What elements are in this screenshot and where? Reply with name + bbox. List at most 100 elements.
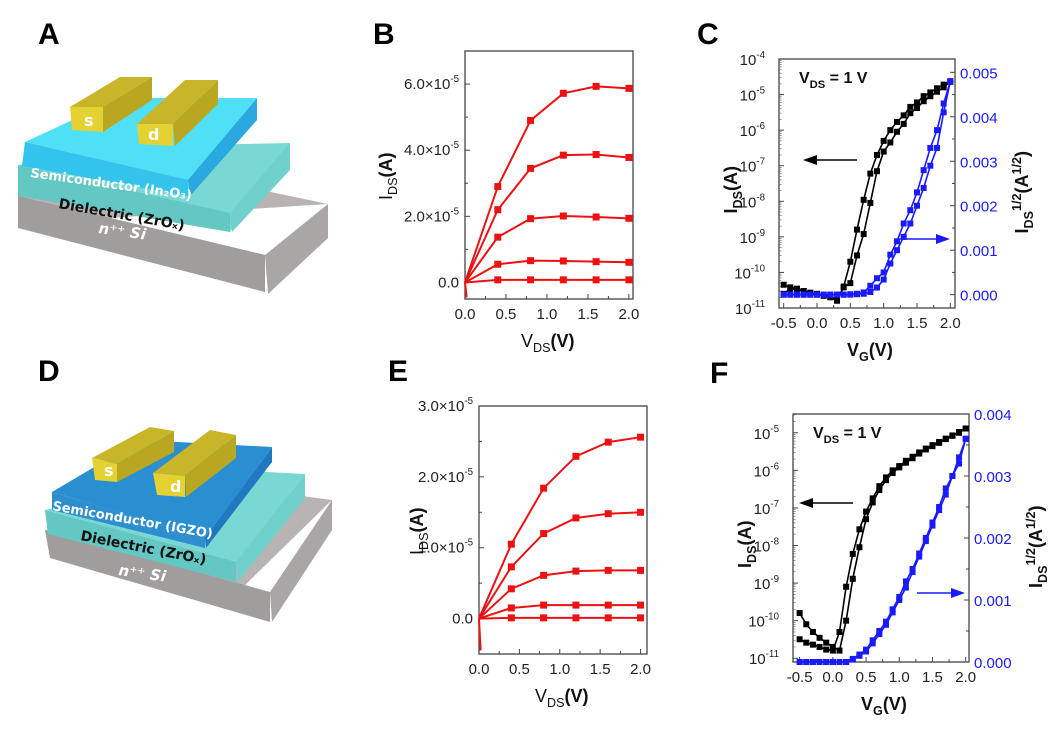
data-point — [829, 659, 836, 665]
y-left-tick-label: 10-6 — [754, 461, 779, 480]
data-point — [800, 291, 807, 298]
left-arrow-icon — [799, 498, 813, 508]
x-tick-label: 2.0 — [630, 661, 651, 678]
data-point — [559, 257, 567, 265]
panel-label-d: D — [38, 355, 60, 388]
data-point — [874, 275, 880, 282]
data-point — [604, 601, 612, 609]
panel-label-f: F — [710, 357, 729, 390]
data-point — [840, 284, 847, 291]
y-right-tick-label: 0.004 — [974, 407, 1012, 424]
data-point — [907, 103, 914, 110]
data-point — [927, 162, 934, 169]
y-left-tick-label: 10-4 — [740, 50, 766, 69]
data-point — [827, 291, 834, 298]
right-arrow-icon — [936, 234, 950, 244]
data-point — [637, 508, 645, 516]
data-point — [637, 566, 645, 574]
semiconductor-side — [188, 98, 257, 196]
x-axis-title: VG(V) — [861, 694, 907, 718]
device-diagram-d: s d Semiconductor (IGZO) Dielectric (ZrO… — [45, 427, 332, 622]
data-point — [956, 460, 963, 467]
data-point — [929, 443, 936, 450]
x-tick-label: 2.0 — [940, 315, 961, 332]
data-point — [849, 575, 856, 582]
data-point — [540, 614, 548, 622]
data-point — [909, 569, 916, 576]
y-right-tick-label: 0.000 — [974, 655, 1012, 672]
data-point — [816, 634, 823, 641]
data-point — [942, 485, 949, 492]
y-right-tick-label: 0.000 — [960, 288, 998, 305]
data-point — [889, 609, 896, 616]
data-point — [914, 99, 920, 106]
data-point — [956, 429, 963, 436]
series-line-sqrt-reverse — [799, 438, 967, 663]
data-point — [876, 487, 883, 494]
x-axis-title: VG(V) — [847, 340, 893, 364]
data-point — [814, 291, 820, 298]
drain-electrode-side — [173, 80, 218, 146]
data-point — [507, 604, 515, 612]
panel-label-b: B — [373, 18, 395, 51]
data-point — [860, 196, 867, 203]
data-point — [887, 251, 894, 258]
data-point — [809, 641, 816, 648]
data-point — [834, 296, 840, 303]
y-left-axis-title: IDS(A) — [721, 166, 745, 214]
source-electrode-top — [92, 427, 174, 464]
y-left-tick-label: 10-11 — [749, 649, 779, 668]
semiconductor-front — [22, 142, 188, 196]
data-point — [559, 276, 567, 284]
data-point — [887, 139, 894, 146]
data-point — [900, 233, 907, 240]
dielectric-side — [236, 474, 305, 582]
origin-dip — [464, 282, 468, 298]
data-point — [625, 214, 633, 222]
data-point — [920, 98, 927, 105]
data-point — [494, 260, 502, 268]
y-right-axis-title: IDS1/2(A1/2) — [1010, 151, 1036, 234]
data-point — [869, 640, 876, 647]
series-line-log-forward — [799, 427, 967, 652]
data-point — [637, 614, 645, 622]
data-point — [592, 82, 600, 90]
data-point — [940, 100, 947, 107]
y-right-tick-label: 0.003 — [974, 469, 1012, 486]
y-left-tick-label: 10-6 — [740, 121, 765, 140]
data-point — [572, 614, 580, 622]
plot-frame — [478, 405, 648, 655]
data-point — [527, 116, 535, 124]
data-point — [874, 284, 880, 291]
data-point — [820, 291, 827, 298]
data-point — [592, 213, 600, 221]
data-point — [863, 648, 870, 655]
data-point — [540, 484, 548, 492]
data-point — [809, 628, 816, 635]
data-point — [907, 207, 914, 214]
data-point — [840, 291, 847, 298]
data-point — [920, 167, 927, 174]
data-point — [896, 464, 903, 471]
data-point — [900, 112, 907, 119]
y-tick-label: 3.0×10-5 — [418, 396, 474, 415]
substrate-side — [265, 204, 328, 294]
data-point — [929, 522, 936, 529]
source-electrode-top — [70, 77, 152, 107]
x-tick-label: 1.5 — [590, 661, 611, 678]
data-point — [916, 553, 923, 560]
x-tick-label: 2.0 — [618, 306, 639, 323]
x-tick-label: 0.5 — [496, 306, 517, 323]
data-point — [927, 89, 934, 96]
data-point — [936, 504, 943, 510]
x-tick-label: 0.5 — [856, 669, 877, 686]
data-point — [829, 647, 836, 654]
data-point — [625, 258, 633, 266]
y-axis-title: IDS(A) — [407, 507, 431, 555]
series-line-curve-3 — [464, 215, 629, 284]
data-point — [882, 621, 889, 628]
data-point — [956, 454, 963, 461]
data-point — [604, 566, 612, 574]
